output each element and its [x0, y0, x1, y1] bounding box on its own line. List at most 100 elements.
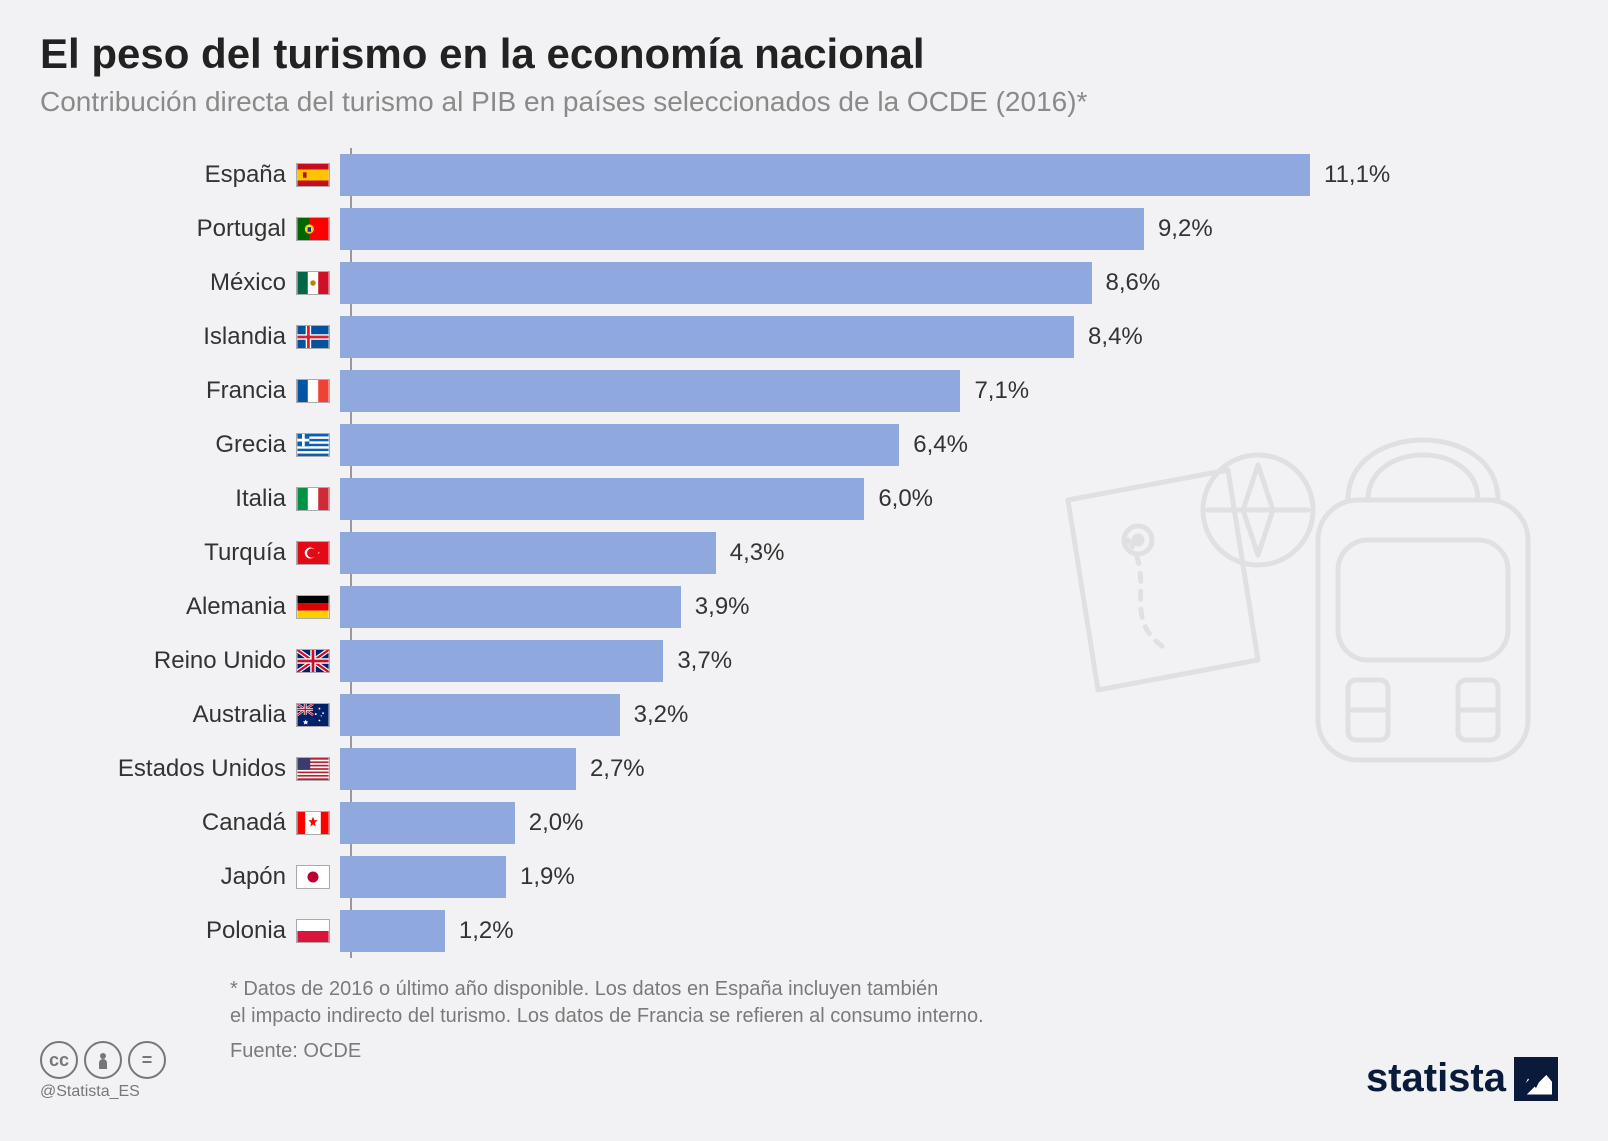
- bar: [340, 856, 506, 898]
- flag-jp-icon: [296, 865, 330, 889]
- chart-subtitle: Contribución directa del turismo al PIB …: [40, 86, 1568, 118]
- label-cell: Italia: [90, 485, 340, 513]
- bar-value: 3,9%: [695, 593, 750, 621]
- country-label: Francia: [206, 377, 286, 405]
- flag-tr-icon: [296, 541, 330, 565]
- label-cell: Portugal: [90, 215, 340, 243]
- flag-pl-icon: [296, 919, 330, 943]
- bar-value: 3,7%: [677, 647, 732, 675]
- bar: [340, 262, 1092, 304]
- chart-row: Italia 6,0%: [90, 472, 1568, 526]
- flag-it-icon: [296, 487, 330, 511]
- bar-track: 7,1%: [340, 364, 1568, 418]
- bar-track: 9,2%: [340, 202, 1568, 256]
- chart-row: Reino Unido 3,7%: [90, 634, 1568, 688]
- country-label: Japón: [221, 863, 286, 891]
- bar: [340, 802, 515, 844]
- chart-row: Japón 1,9%: [90, 850, 1568, 904]
- bar-value: 3,2%: [634, 701, 689, 729]
- bar-track: 3,9%: [340, 580, 1568, 634]
- label-cell: Estados Unidos: [90, 755, 340, 783]
- country-label: Reino Unido: [154, 647, 286, 675]
- brand-text: statista: [1366, 1056, 1506, 1101]
- flag-mx-icon: [296, 271, 330, 295]
- country-label: Alemania: [186, 593, 286, 621]
- chart-row: Francia 7,1%: [90, 364, 1568, 418]
- flag-pt-icon: [296, 217, 330, 241]
- bar-chart: España 11,1% Portugal 9,2% México 8,6% Islandi…: [90, 148, 1568, 958]
- bar-track: 6,4%: [340, 418, 1568, 472]
- country-label: Estados Unidos: [118, 755, 286, 783]
- chart-row: Turquía 4,3%: [90, 526, 1568, 580]
- label-cell: Alemania: [90, 593, 340, 621]
- flag-de-icon: [296, 595, 330, 619]
- license-block: cc = @Statista_ES: [40, 1041, 166, 1101]
- chart-row: Grecia6,4%: [90, 418, 1568, 472]
- chart-row: Australia 3,2%: [90, 688, 1568, 742]
- chart-row: Estados Unidos 2,7%: [90, 742, 1568, 796]
- bar: [340, 478, 864, 520]
- bar-value: 1,2%: [459, 917, 514, 945]
- label-cell: México: [90, 269, 340, 297]
- bar: [340, 370, 960, 412]
- bar-value: 8,4%: [1088, 323, 1143, 351]
- bar-track: 2,0%: [340, 796, 1568, 850]
- bar-value: 2,0%: [529, 809, 584, 837]
- country-label: Turquía: [204, 539, 286, 567]
- bar-track: 3,7%: [340, 634, 1568, 688]
- label-cell: Polonia: [90, 917, 340, 945]
- footnote-line2: el impacto indirecto del turismo. Los da…: [230, 1005, 984, 1027]
- country-label: Polonia: [206, 917, 286, 945]
- statista-logo: statista: [1366, 1056, 1558, 1101]
- flag-es-icon: [296, 163, 330, 187]
- bar: [340, 154, 1310, 196]
- statista-handle: @Statista_ES: [40, 1083, 140, 1101]
- label-cell: Grecia: [90, 431, 340, 459]
- bar-track: 11,1%: [340, 148, 1568, 202]
- label-cell: Reino Unido: [90, 647, 340, 675]
- bar-value: 4,3%: [730, 539, 785, 567]
- bar-track: 1,2%: [340, 904, 1568, 958]
- label-cell: Australia: [90, 701, 340, 729]
- bar-track: 2,7%: [340, 742, 1568, 796]
- bar: [340, 316, 1074, 358]
- label-cell: Canadá: [90, 809, 340, 837]
- flag-au-icon: [296, 703, 330, 727]
- footnote: * Datos de 2016 o último año disponible.…: [230, 976, 1568, 1030]
- brand-mark-icon: [1514, 1057, 1558, 1101]
- flag-ca-icon: [296, 811, 330, 835]
- country-label: España: [205, 161, 286, 189]
- flag-fr-icon: [296, 379, 330, 403]
- flag-gr-icon: [296, 433, 330, 457]
- flag-gb-icon: [296, 649, 330, 673]
- bar-track: 3,2%: [340, 688, 1568, 742]
- bar-track: 6,0%: [340, 472, 1568, 526]
- bar-track: 1,9%: [340, 850, 1568, 904]
- bar: [340, 640, 663, 682]
- country-label: Canadá: [202, 809, 286, 837]
- country-label: Islandia: [203, 323, 286, 351]
- bar: [340, 586, 681, 628]
- chart-row: Portugal 9,2%: [90, 202, 1568, 256]
- bar-value: 9,2%: [1158, 215, 1213, 243]
- label-cell: Francia: [90, 377, 340, 405]
- nd-icon: =: [128, 1041, 166, 1079]
- bar-value: 11,1%: [1324, 161, 1390, 189]
- country-label: México: [210, 269, 286, 297]
- label-cell: Islandia: [90, 323, 340, 351]
- chart-title: El peso del turismo en la economía nacio…: [40, 30, 1568, 78]
- bar: [340, 532, 716, 574]
- country-label: Australia: [193, 701, 286, 729]
- bar-track: 8,6%: [340, 256, 1568, 310]
- bar-value: 6,0%: [878, 485, 933, 513]
- bar: [340, 694, 620, 736]
- country-label: Portugal: [197, 215, 286, 243]
- bar: [340, 748, 576, 790]
- label-cell: Japón: [90, 863, 340, 891]
- cc-icon: cc: [40, 1041, 78, 1079]
- by-icon: [84, 1041, 122, 1079]
- bar: [340, 208, 1144, 250]
- bar-value: 7,1%: [974, 377, 1029, 405]
- country-label: Italia: [235, 485, 286, 513]
- chart-row: Alemania 3,9%: [90, 580, 1568, 634]
